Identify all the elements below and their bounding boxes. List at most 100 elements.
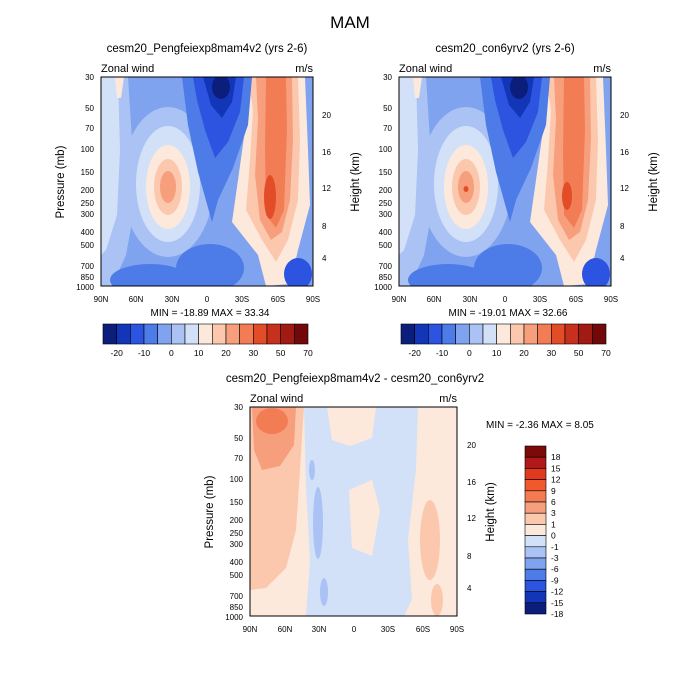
colorbar-swatch — [157, 323, 172, 345]
panel-3-right-string: m/s — [439, 393, 457, 405]
colorbar-swatch — [171, 323, 186, 345]
ytick-right: 8 — [467, 552, 472, 561]
panel-1-contours — [101, 77, 313, 286]
colorbar-swatch — [143, 323, 158, 345]
ytick: 400 — [81, 228, 95, 237]
ytick: 70 — [85, 124, 94, 133]
colorbar-label: 18 — [551, 452, 561, 462]
ytick: 300 — [230, 540, 244, 549]
colorbar-label: 6 — [551, 497, 556, 507]
panel-1-yticks: 30 50 70 100 150 200 250 300 400 500 700… — [76, 73, 94, 292]
colorbar-swatch — [578, 323, 593, 345]
nh-pale-2 — [399, 77, 418, 255]
ytick: 200 — [81, 186, 95, 195]
ytick: 50 — [234, 434, 243, 443]
colorbar-swatch — [253, 323, 268, 345]
xtick: 60N — [278, 625, 293, 634]
ytick-right: 20 — [620, 111, 629, 120]
colorbar-swatch — [524, 524, 547, 536]
panel-1-right-string: m/s — [295, 63, 313, 75]
ytick: 150 — [81, 168, 95, 177]
xtick: 60S — [416, 625, 430, 634]
colorbar-label: -9 — [551, 575, 559, 585]
ytick: 250 — [81, 199, 95, 208]
xtick: 90S — [450, 625, 464, 634]
ytick: 150 — [379, 168, 393, 177]
xtick: 0 — [205, 295, 210, 304]
colorbar-label: 50 — [574, 348, 584, 358]
panel-3-ylabel-right: Height (km) — [485, 482, 497, 542]
colorbar-swatch — [428, 323, 443, 345]
colorbar-swatch — [523, 323, 538, 345]
ytick-right: 12 — [620, 184, 629, 193]
colorbar-swatch — [551, 323, 566, 345]
low-east-3 — [284, 258, 312, 286]
xtick: 30S — [235, 295, 249, 304]
panel-3-contours — [250, 407, 457, 616]
low-east-2 — [110, 264, 190, 286]
low-east-3 — [582, 258, 610, 286]
colorbar-label: -12 — [551, 587, 564, 597]
ytick-right: 8 — [322, 222, 327, 231]
diff-pos-blob-2 — [349, 480, 380, 556]
colorbar-swatch — [524, 535, 547, 548]
nh-jet-5 — [160, 171, 176, 203]
ytick-right: 12 — [467, 514, 476, 523]
nh-pale-3 — [413, 77, 422, 98]
sh-jet-core — [562, 182, 572, 210]
colorbar-swatch — [482, 323, 497, 345]
colorbar-label: 30 — [249, 348, 259, 358]
colorbar-label: -10 — [138, 348, 151, 358]
ytick: 100 — [81, 145, 95, 154]
panel-2-left-string: Zonal wind — [399, 63, 452, 75]
colorbar-swatch — [496, 323, 511, 345]
panel-1-yticks-right: 20 16 12 8 4 — [322, 111, 331, 263]
colorbar-swatch — [564, 323, 579, 345]
colorbar-label: 20 — [519, 348, 529, 358]
ytick: 400 — [379, 228, 393, 237]
ytick: 250 — [230, 529, 244, 538]
ytick: 250 — [379, 199, 393, 208]
colorbar-label: 12 — [551, 475, 561, 485]
ytick: 700 — [379, 262, 393, 271]
xtick: 90S — [306, 295, 320, 304]
ytick: 70 — [383, 124, 392, 133]
colorbar-label: -15 — [551, 598, 564, 608]
colorbar-label: 10 — [492, 348, 502, 358]
panel-1-title: cesm20_Pengfeiexp8mam4v2 (yrs 2-6) — [107, 43, 308, 55]
colorbar-swatch — [184, 323, 199, 345]
ytick-right: 8 — [620, 222, 625, 231]
ytick: 300 — [379, 210, 393, 219]
panel-3: cesm20_Pengfeiexp8mam4v2 - cesm20_con6yr… — [204, 373, 594, 634]
colorbar-swatch — [524, 591, 547, 604]
ytick: 500 — [379, 241, 393, 250]
xtick: 60N — [129, 295, 144, 304]
ytick-right: 16 — [467, 478, 476, 487]
xtick: 30S — [381, 625, 395, 634]
ytick: 700 — [81, 262, 95, 271]
panel-2-yticks: 30 50 70 100 150 200 250 300 400 500 700… — [374, 73, 392, 292]
diff-pos-blob-1 — [327, 407, 376, 446]
panel-1-xticks: 90N 60N 30N 0 30S 60S 90S — [94, 295, 320, 304]
diff-sh-pos-1 — [420, 500, 440, 580]
ytick: 50 — [85, 104, 94, 113]
colorbar-swatch — [510, 323, 525, 345]
colorbar-label: 70 — [303, 348, 313, 358]
xtick: 30N — [165, 295, 180, 304]
panel-2-xticks: 90N 60N 30N 0 30S 60S 90S — [392, 295, 618, 304]
ytick: 100 — [230, 475, 244, 484]
panel-2-right-string: m/s — [593, 63, 611, 75]
ytick: 1000 — [374, 283, 392, 292]
xtick: 30N — [312, 625, 327, 634]
panel-2-ylabel: Pressure (mb) — [353, 145, 365, 218]
panel-3-yticks: 30 50 70 100 150 200 250 300 400 500 700… — [225, 403, 243, 622]
low-east-1 — [474, 244, 542, 286]
nh-pale-3 — [115, 77, 124, 98]
panel-3-stats: MIN = -2.36 MAX = 8.05 — [486, 420, 594, 431]
panel-2-yticks-right: 20 16 12 8 4 — [620, 111, 629, 263]
ytick: 30 — [383, 73, 392, 82]
ytick-right: 4 — [620, 254, 625, 263]
colorbar-swatch — [280, 323, 295, 345]
diff-pos-3 — [256, 408, 288, 434]
